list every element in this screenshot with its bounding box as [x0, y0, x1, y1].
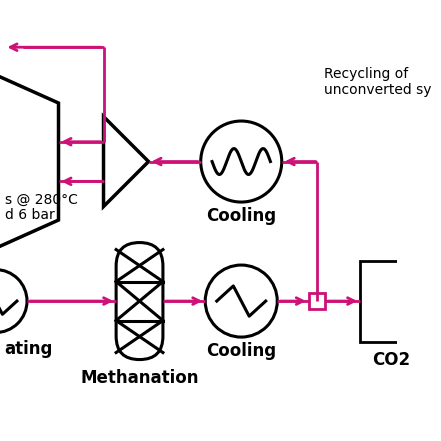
- Text: Recycling of: Recycling of: [324, 67, 408, 81]
- Bar: [360, 261, 432, 342]
- Bar: [309, 293, 325, 309]
- Text: Methanation: Methanation: [80, 369, 199, 387]
- Text: d 6 bar: d 6 bar: [4, 208, 54, 222]
- Text: ating: ating: [4, 340, 53, 358]
- Text: s @ 280°C: s @ 280°C: [4, 193, 77, 207]
- Text: unconverted sy: unconverted sy: [324, 83, 432, 97]
- Text: Cooling: Cooling: [206, 343, 277, 360]
- Text: CO2: CO2: [373, 351, 411, 369]
- Text: Cooling: Cooling: [206, 207, 277, 225]
